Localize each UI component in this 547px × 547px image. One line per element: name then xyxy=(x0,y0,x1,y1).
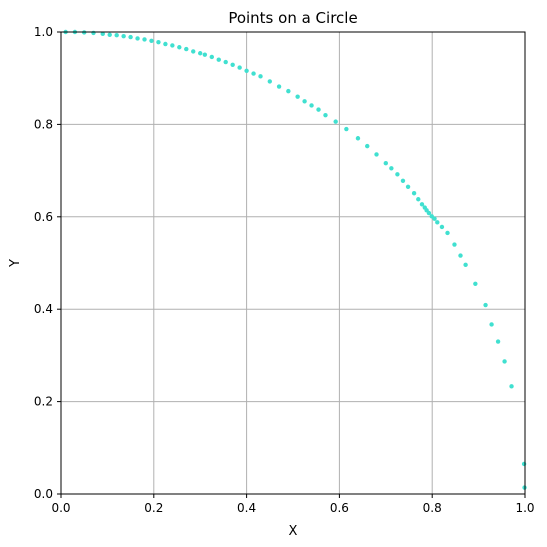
data-point xyxy=(149,38,154,43)
data-points xyxy=(63,29,527,490)
data-point xyxy=(107,32,112,37)
grid-lines xyxy=(60,31,526,495)
data-point xyxy=(156,39,161,45)
data-point xyxy=(177,45,182,50)
data-point xyxy=(114,33,119,38)
data-point xyxy=(365,143,370,149)
data-point xyxy=(244,68,249,74)
data-point xyxy=(230,62,235,68)
data-point xyxy=(416,197,421,202)
data-point xyxy=(209,54,214,60)
data-point xyxy=(411,191,417,196)
data-point xyxy=(344,126,349,132)
data-point xyxy=(502,359,507,364)
x-tick-label: 0.8 xyxy=(423,501,442,515)
data-point xyxy=(100,31,105,37)
data-point xyxy=(223,59,228,65)
x-axis-ticks: 0.0 0.2 0.4 0.6 0.8 1.0 xyxy=(51,494,535,515)
data-point xyxy=(355,136,361,141)
data-point xyxy=(163,41,168,47)
data-point xyxy=(258,74,263,79)
data-point xyxy=(521,461,527,467)
data-point xyxy=(276,84,282,89)
data-point xyxy=(170,43,175,48)
data-point xyxy=(91,30,96,36)
data-point xyxy=(295,94,300,99)
y-axis-ticks: 0.0 0.2 0.4 0.6 0.8 1.0 xyxy=(34,25,61,501)
data-point xyxy=(323,112,328,118)
data-point xyxy=(405,184,411,189)
data-point xyxy=(458,253,463,258)
x-tick-label: 1.0 xyxy=(515,501,534,515)
data-point xyxy=(473,281,478,286)
data-point xyxy=(121,33,126,39)
data-point xyxy=(439,224,445,230)
data-point xyxy=(128,34,133,40)
data-point xyxy=(135,36,140,41)
data-point xyxy=(316,107,321,112)
data-point xyxy=(267,79,272,84)
data-point xyxy=(374,152,379,157)
data-point xyxy=(489,322,494,327)
data-point xyxy=(389,166,394,171)
y-tick-label: 0.6 xyxy=(34,210,53,224)
y-tick-label: 0.0 xyxy=(34,487,53,501)
x-tick-label: 0.6 xyxy=(330,501,349,515)
chart-title: Points on a Circle xyxy=(228,9,357,27)
data-point xyxy=(309,103,314,108)
data-point xyxy=(191,49,196,54)
data-point xyxy=(435,220,440,225)
data-point xyxy=(419,202,425,207)
data-point xyxy=(509,384,514,389)
data-point xyxy=(445,230,450,236)
data-point xyxy=(422,205,427,210)
y-tick-label: 0.4 xyxy=(34,302,53,316)
data-point xyxy=(302,99,307,104)
plot-area-frame xyxy=(60,31,526,495)
x-axis-label: X xyxy=(289,524,298,539)
data-point xyxy=(251,71,256,76)
data-point xyxy=(202,52,208,57)
data-point xyxy=(216,57,221,62)
data-point xyxy=(333,119,338,124)
y-axis-label: Y xyxy=(8,259,23,268)
data-point xyxy=(483,302,488,308)
data-point xyxy=(286,88,291,94)
y-tick-label: 1.0 xyxy=(34,25,53,39)
data-point xyxy=(198,51,203,56)
data-point xyxy=(237,65,242,70)
y-tick-label: 0.8 xyxy=(34,117,53,131)
x-tick-label: 0.2 xyxy=(144,501,163,515)
x-tick-label: 0.4 xyxy=(237,501,256,515)
y-tick-label: 0.2 xyxy=(34,395,53,409)
data-point xyxy=(142,37,147,42)
x-tick-label: 0.0 xyxy=(51,501,70,515)
data-point xyxy=(184,46,189,52)
data-point xyxy=(400,178,406,183)
data-point xyxy=(495,339,501,344)
data-point xyxy=(429,214,434,219)
data-point xyxy=(383,161,388,166)
data-point xyxy=(395,172,400,177)
data-point xyxy=(452,242,457,247)
data-point xyxy=(463,262,468,268)
